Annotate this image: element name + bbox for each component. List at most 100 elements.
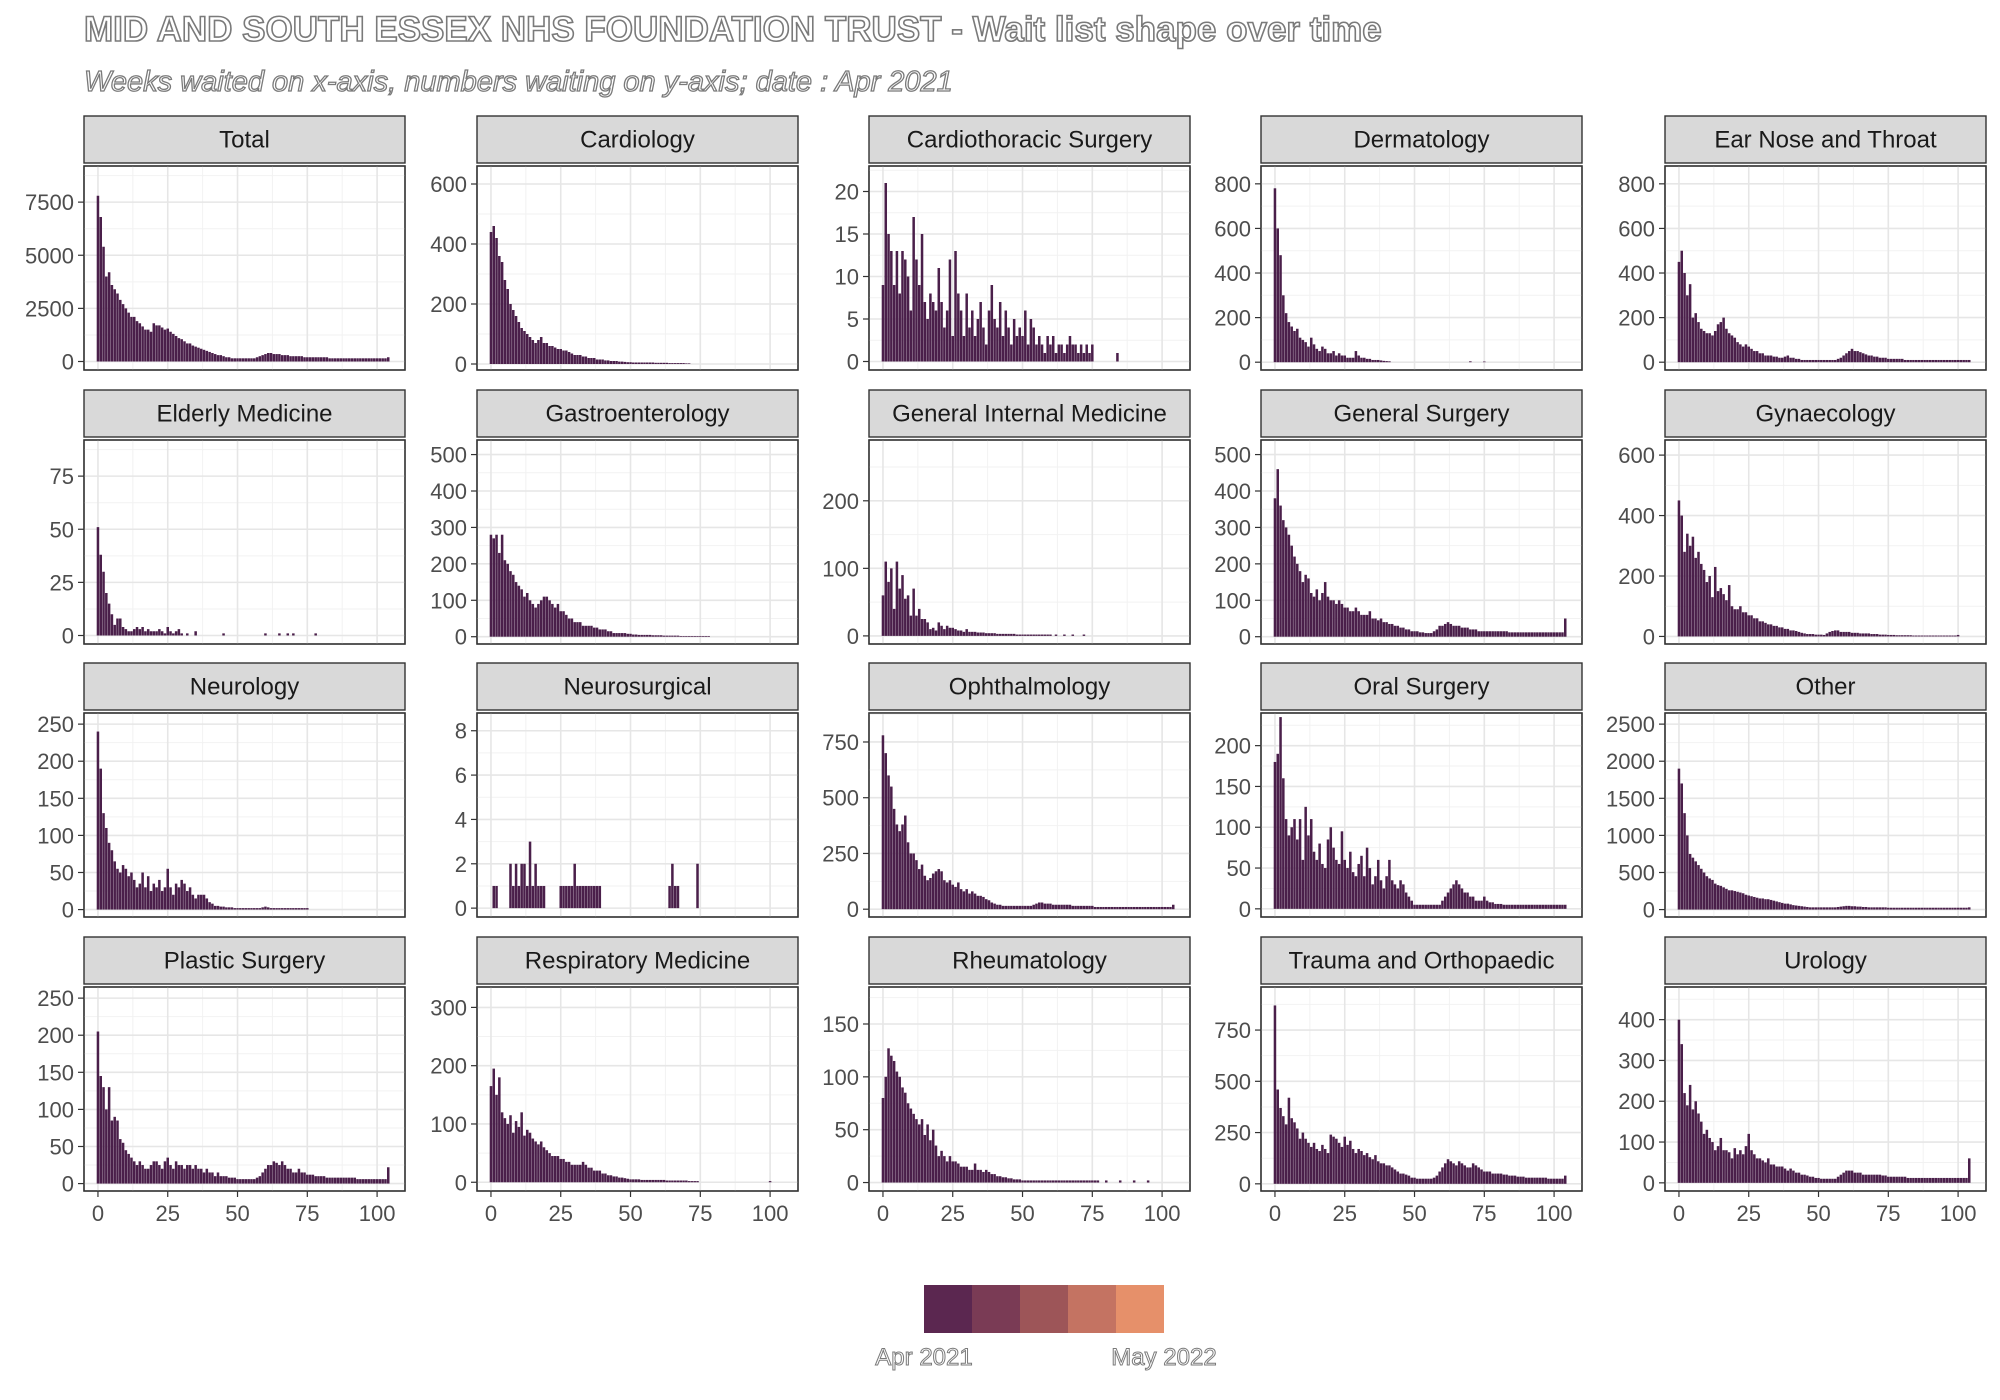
bar <box>1920 359 1924 363</box>
y-tick-label: 0 <box>1643 898 1655 923</box>
x-tick-label: 100 <box>1940 1201 1977 1226</box>
bar <box>1497 1173 1500 1184</box>
bar <box>199 894 203 910</box>
bar <box>253 358 256 362</box>
bar <box>1867 907 1871 910</box>
bar <box>370 358 373 362</box>
bar <box>520 1112 523 1183</box>
bar <box>1792 630 1795 637</box>
bar <box>1931 1177 1935 1183</box>
bar <box>1789 357 1792 363</box>
facet-strip <box>1260 115 1583 164</box>
bar <box>940 625 943 636</box>
bar <box>314 1176 317 1184</box>
y-tick-label: 100 <box>430 1112 467 1137</box>
y-tick-label: 150 <box>1214 774 1251 799</box>
bar <box>1686 835 1689 910</box>
legend-swatch <box>924 1285 972 1333</box>
bar <box>979 632 982 636</box>
bar <box>138 883 142 910</box>
bar <box>1550 632 1553 637</box>
bar <box>124 1150 128 1184</box>
bar <box>965 889 968 910</box>
bar <box>1895 635 1898 637</box>
bar <box>1371 1159 1374 1184</box>
bar <box>1786 628 1790 637</box>
bar <box>1680 783 1684 910</box>
bar <box>169 631 172 636</box>
bar <box>1736 1154 1739 1183</box>
panel-border <box>83 165 406 371</box>
bar <box>500 262 504 364</box>
y-tick-label: 400 <box>1618 1008 1655 1033</box>
bar <box>1926 1177 1929 1183</box>
bar <box>222 633 225 636</box>
bar <box>1141 906 1144 910</box>
bar <box>1744 344 1748 363</box>
bar <box>132 629 136 636</box>
bar <box>559 349 562 364</box>
bar <box>345 358 348 362</box>
bar <box>990 633 994 636</box>
bar <box>1558 632 1561 637</box>
bar <box>1917 635 1921 637</box>
bar <box>250 358 253 362</box>
bar <box>1051 336 1055 362</box>
y-tick-label: 100 <box>1214 588 1251 613</box>
bar <box>119 1139 122 1184</box>
bar <box>1021 905 1024 910</box>
bar <box>1155 906 1158 910</box>
bar <box>191 894 195 910</box>
bar <box>1783 356 1787 363</box>
bar <box>1488 902 1492 909</box>
bar <box>1051 1180 1055 1183</box>
bar <box>188 887 192 910</box>
bar <box>230 358 234 362</box>
bar <box>523 1135 526 1183</box>
bar <box>1418 632 1422 637</box>
bar <box>1469 361 1472 363</box>
bar <box>1491 1173 1494 1184</box>
bar <box>1887 1176 1890 1183</box>
bar <box>537 1144 540 1183</box>
bar <box>1079 1180 1083 1183</box>
bar <box>679 635 683 637</box>
bar <box>1794 631 1798 637</box>
bar <box>892 285 896 362</box>
bar <box>272 1161 276 1184</box>
bar <box>1130 906 1133 910</box>
bar <box>1385 876 1388 909</box>
bar <box>342 1177 345 1184</box>
bar <box>121 1142 125 1184</box>
bar <box>1864 1174 1868 1183</box>
bar <box>1149 906 1153 910</box>
bar <box>1335 859 1338 909</box>
bar <box>1873 356 1876 363</box>
bar <box>1817 359 1820 363</box>
bar <box>1536 904 1539 909</box>
bar <box>1368 611 1372 637</box>
bar <box>353 358 357 362</box>
bar <box>1527 1177 1531 1184</box>
bar <box>1304 806 1307 909</box>
bar <box>606 631 610 637</box>
bar <box>1750 615 1753 637</box>
y-tick-label: 50 <box>1227 856 1251 881</box>
bar <box>130 872 133 910</box>
bar <box>1410 1177 1413 1184</box>
bar <box>1780 627 1784 637</box>
bar <box>113 624 116 636</box>
bar <box>948 880 952 910</box>
bar <box>325 357 329 362</box>
bar <box>1945 1177 1949 1183</box>
bar <box>685 1180 688 1183</box>
bar <box>373 358 376 362</box>
bar <box>523 331 526 364</box>
bar <box>1321 1144 1324 1184</box>
bar <box>559 611 562 637</box>
y-tick-label: 150 <box>37 1060 74 1085</box>
bar <box>1298 819 1302 909</box>
bar <box>1811 359 1815 363</box>
bar <box>565 885 568 909</box>
x-tick-label: 100 <box>752 1201 789 1226</box>
